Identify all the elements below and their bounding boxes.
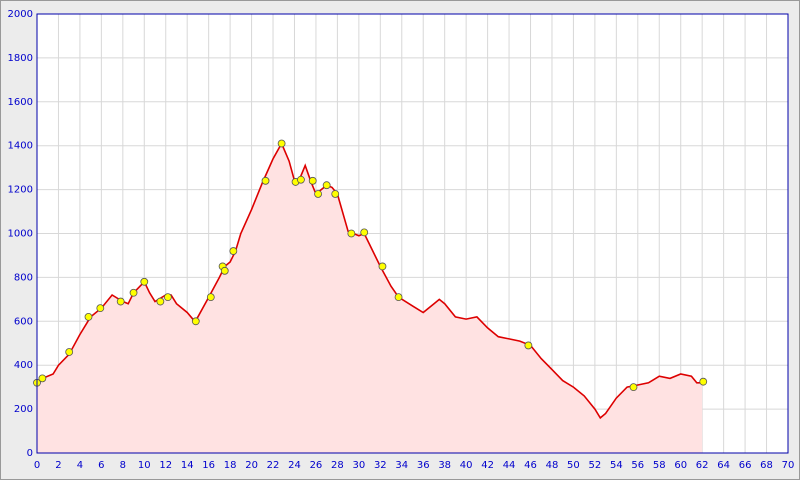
x-tick-label: 2 (55, 460, 61, 471)
waypoint (38, 374, 47, 383)
waypoint (347, 229, 356, 238)
x-tick-label: 24 (288, 460, 301, 471)
x-tick-label: 42 (481, 460, 494, 471)
x-tick-label: 16 (202, 460, 215, 471)
waypoint (308, 176, 317, 185)
waypoint (378, 262, 387, 271)
waypoint (96, 304, 105, 313)
waypoint (524, 341, 533, 350)
x-tick-label: 64 (717, 460, 730, 471)
x-tick-label: 34 (395, 460, 408, 471)
x-tick-label: 40 (460, 460, 473, 471)
waypoint (322, 181, 331, 190)
plot-border (36, 13, 789, 454)
y-tick-label: 200 (14, 404, 33, 415)
x-tick-label: 28 (331, 460, 344, 471)
waypoint (314, 190, 322, 198)
x-tick-label: 6 (98, 460, 104, 471)
x-tick-label: 68 (760, 460, 773, 471)
x-tick-label: 62 (696, 460, 709, 471)
x-tick-label: 4 (77, 460, 83, 471)
waypoint (261, 176, 270, 185)
waypoint (163, 293, 172, 302)
waypoint (84, 313, 93, 321)
x-tick-label: 54 (610, 460, 623, 471)
waypoint (629, 383, 638, 392)
y-tick-label: 1400 (8, 141, 33, 152)
y-tick-label: 0 (27, 448, 33, 459)
waypoint (156, 297, 165, 306)
waypoint (297, 175, 305, 184)
waypoint (229, 247, 238, 255)
y-tick-label: 1800 (8, 53, 33, 64)
y-tick-label: 400 (14, 360, 33, 371)
x-tick-label: 38 (438, 460, 451, 471)
y-tick-label: 800 (14, 272, 33, 283)
x-tick-label: 52 (589, 460, 602, 471)
y-tick-label: 1600 (8, 97, 33, 108)
waypoint (277, 139, 286, 148)
y-tick-label: 600 (14, 316, 33, 327)
x-tick-label: 66 (739, 460, 752, 471)
x-tick-label: 14 (181, 460, 194, 471)
x-tick-label: 30 (352, 460, 365, 471)
waypoint (191, 317, 200, 326)
x-tick-label: 20 (245, 460, 258, 471)
waypoint (116, 297, 125, 306)
y-tick-label: 1200 (8, 185, 33, 196)
waypoint (699, 377, 708, 386)
x-tick-label: 10 (138, 460, 151, 471)
x-tick-label: 56 (631, 460, 644, 471)
x-tick-label: 50 (567, 460, 580, 471)
x-tick-label: 18 (224, 460, 237, 471)
x-tick-label: 48 (546, 460, 559, 471)
x-tick-label: 58 (653, 460, 666, 471)
x-tick-label: 70 (782, 460, 795, 471)
waypoint (360, 228, 369, 237)
x-tick-label: 26 (310, 460, 323, 471)
x-tick-label: 8 (120, 460, 126, 471)
waypoint (394, 293, 403, 302)
waypoint (140, 277, 149, 286)
x-tick-label: 60 (674, 460, 687, 471)
x-tick-label: 36 (417, 460, 430, 471)
x-tick-label: 32 (374, 460, 387, 471)
y-tick-label: 1000 (8, 229, 33, 240)
y-tick-label: 2000 (8, 9, 33, 20)
x-tick-label: 0 (34, 460, 40, 471)
area (37, 143, 703, 453)
x-tick-label: 22 (267, 460, 280, 471)
waypoint (129, 288, 138, 297)
waypoint (206, 293, 215, 302)
waypoint (65, 348, 74, 356)
waypoint (220, 266, 229, 275)
x-tick-label: 46 (524, 460, 537, 471)
x-tick-label: 44 (503, 460, 516, 471)
x-tick-label: 12 (159, 460, 172, 471)
waypoint (331, 190, 340, 198)
